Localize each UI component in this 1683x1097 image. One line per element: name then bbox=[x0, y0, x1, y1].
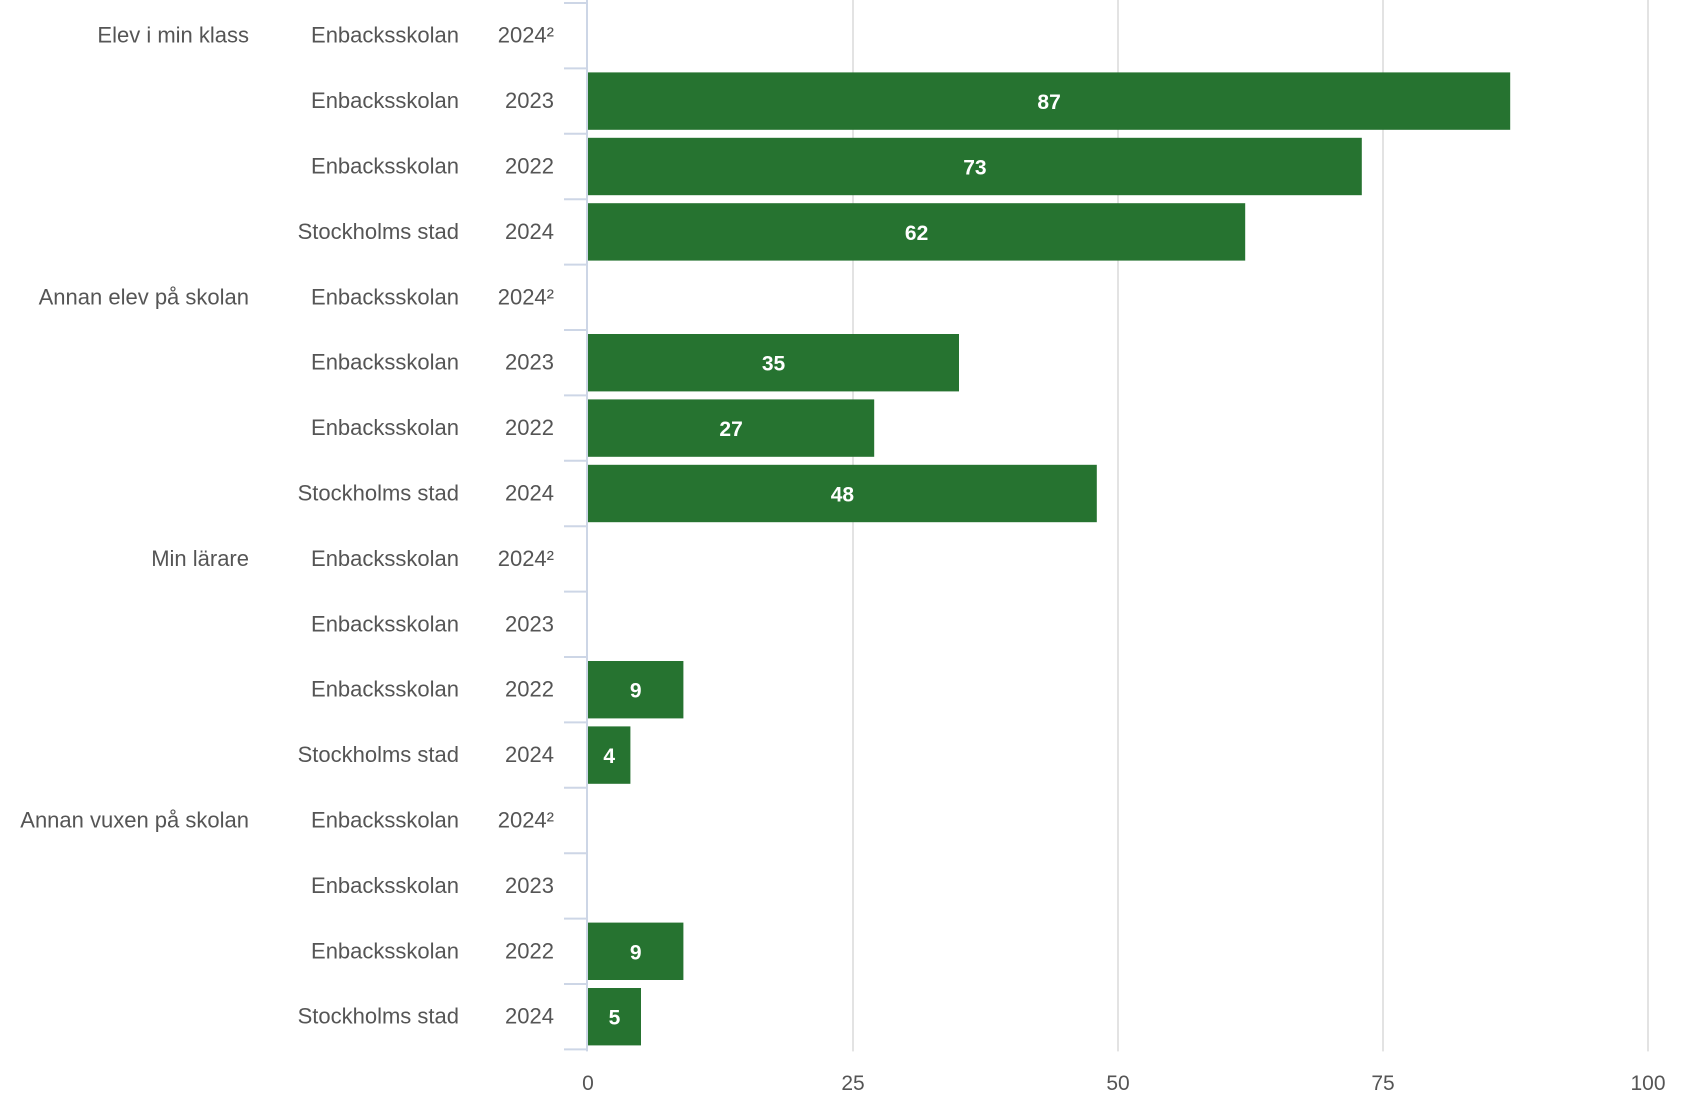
data-label: 5 bbox=[609, 1007, 621, 1030]
x-tick-label: 0 bbox=[582, 1072, 594, 1092]
school-label: Enbacksskolan bbox=[311, 611, 459, 636]
bar bbox=[588, 72, 1511, 130]
data-label: 4 bbox=[603, 745, 615, 768]
school-label: Stockholms stad bbox=[298, 219, 459, 244]
bar bbox=[588, 661, 684, 719]
year-label: 2024² bbox=[498, 808, 554, 833]
year-label: 2023 bbox=[505, 611, 554, 636]
group-label: Annan elev på skolan bbox=[39, 284, 249, 309]
school-label: Stockholms stad bbox=[298, 742, 459, 767]
data-label: 27 bbox=[719, 418, 742, 441]
data-label: 35 bbox=[762, 353, 786, 376]
year-label: 2024 bbox=[505, 742, 554, 767]
data-label: 48 bbox=[831, 484, 855, 507]
bar bbox=[588, 203, 1246, 261]
year-label: 2022 bbox=[505, 154, 554, 179]
year-label: 2024² bbox=[498, 546, 554, 571]
school-label: Enbacksskolan bbox=[311, 938, 459, 963]
school-label: Enbacksskolan bbox=[311, 154, 459, 179]
group-label: Annan vuxen på skolan bbox=[20, 808, 249, 833]
x-tick-label: 50 bbox=[1106, 1072, 1129, 1092]
group-label: Min lärare bbox=[151, 546, 249, 571]
school-label: Enbacksskolan bbox=[311, 88, 459, 113]
year-label: 2022 bbox=[505, 415, 554, 440]
year-label: 2024² bbox=[498, 284, 554, 309]
bar bbox=[588, 922, 684, 980]
data-label: 87 bbox=[1037, 91, 1060, 114]
school-label: Enbacksskolan bbox=[311, 677, 459, 702]
group-label: Elev i min klass bbox=[97, 23, 249, 48]
year-label: 2024² bbox=[498, 23, 554, 48]
school-label: Enbacksskolan bbox=[311, 23, 459, 48]
school-label: Enbacksskolan bbox=[311, 350, 459, 375]
year-label: 2023 bbox=[505, 350, 554, 375]
data-label: 9 bbox=[630, 680, 642, 703]
school-label: Enbacksskolan bbox=[311, 808, 459, 833]
bar bbox=[588, 726, 631, 784]
year-label: 2024 bbox=[505, 219, 554, 244]
school-label: Enbacksskolan bbox=[311, 284, 459, 309]
year-label: 2022 bbox=[505, 677, 554, 702]
x-tick-label: 25 bbox=[841, 1072, 864, 1092]
x-tick-label: 100 bbox=[1630, 1072, 1665, 1092]
school-label: Enbacksskolan bbox=[311, 415, 459, 440]
bar bbox=[588, 988, 641, 1046]
school-label: Enbacksskolan bbox=[311, 546, 459, 571]
bar bbox=[588, 334, 959, 392]
school-label: Enbacksskolan bbox=[311, 873, 459, 898]
year-label: 2023 bbox=[505, 88, 554, 113]
year-label: 2023 bbox=[505, 873, 554, 898]
bar bbox=[588, 399, 875, 457]
data-label: 62 bbox=[905, 222, 928, 245]
data-label: 9 bbox=[630, 941, 642, 964]
x-tick-label: 75 bbox=[1371, 1072, 1394, 1092]
bar bbox=[588, 464, 1097, 523]
data-label: 73 bbox=[963, 157, 986, 180]
bar bbox=[588, 137, 1362, 196]
year-label: 2024 bbox=[505, 481, 554, 506]
school-label: Stockholms stad bbox=[298, 1004, 459, 1029]
school-label: Stockholms stad bbox=[298, 481, 459, 506]
year-label: 2024 bbox=[505, 1004, 554, 1029]
year-label: 2022 bbox=[505, 938, 554, 963]
